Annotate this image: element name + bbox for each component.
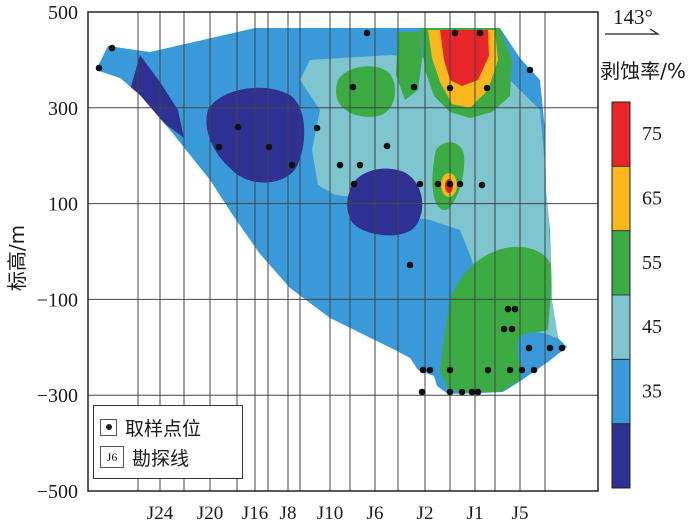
sample-point (508, 325, 516, 333)
y-tick-label: 100 (48, 194, 78, 216)
colorbar-segment (612, 359, 630, 424)
sample-point (458, 388, 466, 396)
sample-point (558, 344, 566, 352)
sample-point (446, 388, 454, 396)
colorbar-segment (612, 423, 630, 488)
sample-point (234, 123, 242, 131)
sample-point (410, 83, 418, 91)
colorbar: 75 65 55 45 35 (611, 101, 662, 489)
colorbar-tick-label: 35 (642, 381, 662, 403)
sample-point (383, 142, 391, 150)
colorbar-tick-label: 75 (642, 123, 662, 145)
sample-point (478, 181, 486, 189)
y-tick-label: −300 (37, 385, 78, 407)
sample-point (476, 29, 484, 37)
sample-point (546, 344, 554, 352)
sample-point (451, 29, 459, 37)
sample-point (518, 366, 526, 374)
sample-point (215, 143, 223, 151)
legend: 取样点位 J6 勘探线 (93, 405, 243, 479)
sample-point (500, 325, 508, 333)
sample-point (446, 180, 454, 188)
orientation-indicator: 143° (605, 5, 661, 35)
sample-point (506, 366, 514, 374)
sample-point (468, 388, 476, 396)
sample-point (446, 366, 454, 374)
sample-point (426, 366, 434, 374)
sample-point (419, 366, 427, 374)
sample-point (265, 143, 273, 151)
x-tick-label: J6 (367, 503, 384, 524)
colorbar-tick-label: 55 (642, 252, 662, 274)
exploration-line-icon: J6 (100, 446, 124, 468)
sample-point (526, 66, 534, 74)
sample-point (525, 344, 533, 352)
colorbar-tick-label: 45 (642, 316, 662, 338)
sample-point (416, 180, 424, 188)
colorbar-label: 剥蚀率/% (600, 59, 686, 83)
x-tick-label: J16 (242, 503, 268, 524)
sample-point (350, 180, 358, 188)
arrow-head-icon (649, 28, 661, 35)
sample-point (363, 29, 371, 37)
x-tick-label: J5 (512, 503, 529, 524)
x-tick-label: J20 (197, 503, 223, 524)
sample-point (336, 161, 344, 169)
sample-point (406, 261, 414, 269)
y-tick-label: −100 (37, 289, 78, 311)
legend-line-label: 勘探线 (132, 447, 190, 470)
colorbar-segment (612, 102, 630, 167)
sample-point (511, 305, 519, 313)
x-tick-label: J8 (280, 503, 297, 524)
sample-point (313, 124, 321, 132)
x-tick-label: J10 (317, 503, 343, 524)
sample-point (474, 388, 482, 396)
sample-point (356, 161, 364, 169)
y-tick-label: 500 (48, 2, 78, 24)
sample-point (456, 180, 464, 188)
sample-point (108, 44, 116, 52)
plot-frame (87, 11, 599, 492)
legend-sample-label: 取样点位 (125, 417, 202, 440)
sample-point (504, 305, 512, 313)
x-tick-label: J24 (147, 503, 174, 524)
sample-point-icon (100, 418, 117, 436)
sample-point (434, 180, 442, 188)
sample-point (288, 161, 296, 169)
colorbar-segment (612, 230, 630, 295)
y-tick-label: −500 (37, 481, 78, 503)
x-tick-label: J1 (467, 503, 484, 524)
grid-lines (88, 12, 598, 491)
y-axis-label: 标高/m (5, 225, 29, 291)
sample-point (418, 388, 426, 396)
sample-points (95, 29, 566, 396)
sample-point (446, 84, 454, 92)
sample-point (530, 366, 538, 374)
x-tick-label: J2 (417, 503, 434, 524)
legend-item-sample: 取样点位 (100, 414, 201, 440)
legend-item-line: J6 勘探线 (100, 444, 189, 470)
y-tick-label: 300 (48, 98, 78, 120)
sample-point (483, 84, 491, 92)
colorbar-segment (612, 295, 630, 360)
sample-point (95, 64, 103, 72)
heatmap-area (96, 28, 567, 394)
colorbar-segment (612, 166, 630, 231)
orientation-label: 143° (613, 5, 653, 29)
sample-point (484, 366, 492, 374)
sample-point (349, 83, 357, 91)
colorbar-tick-label: 65 (642, 188, 662, 210)
